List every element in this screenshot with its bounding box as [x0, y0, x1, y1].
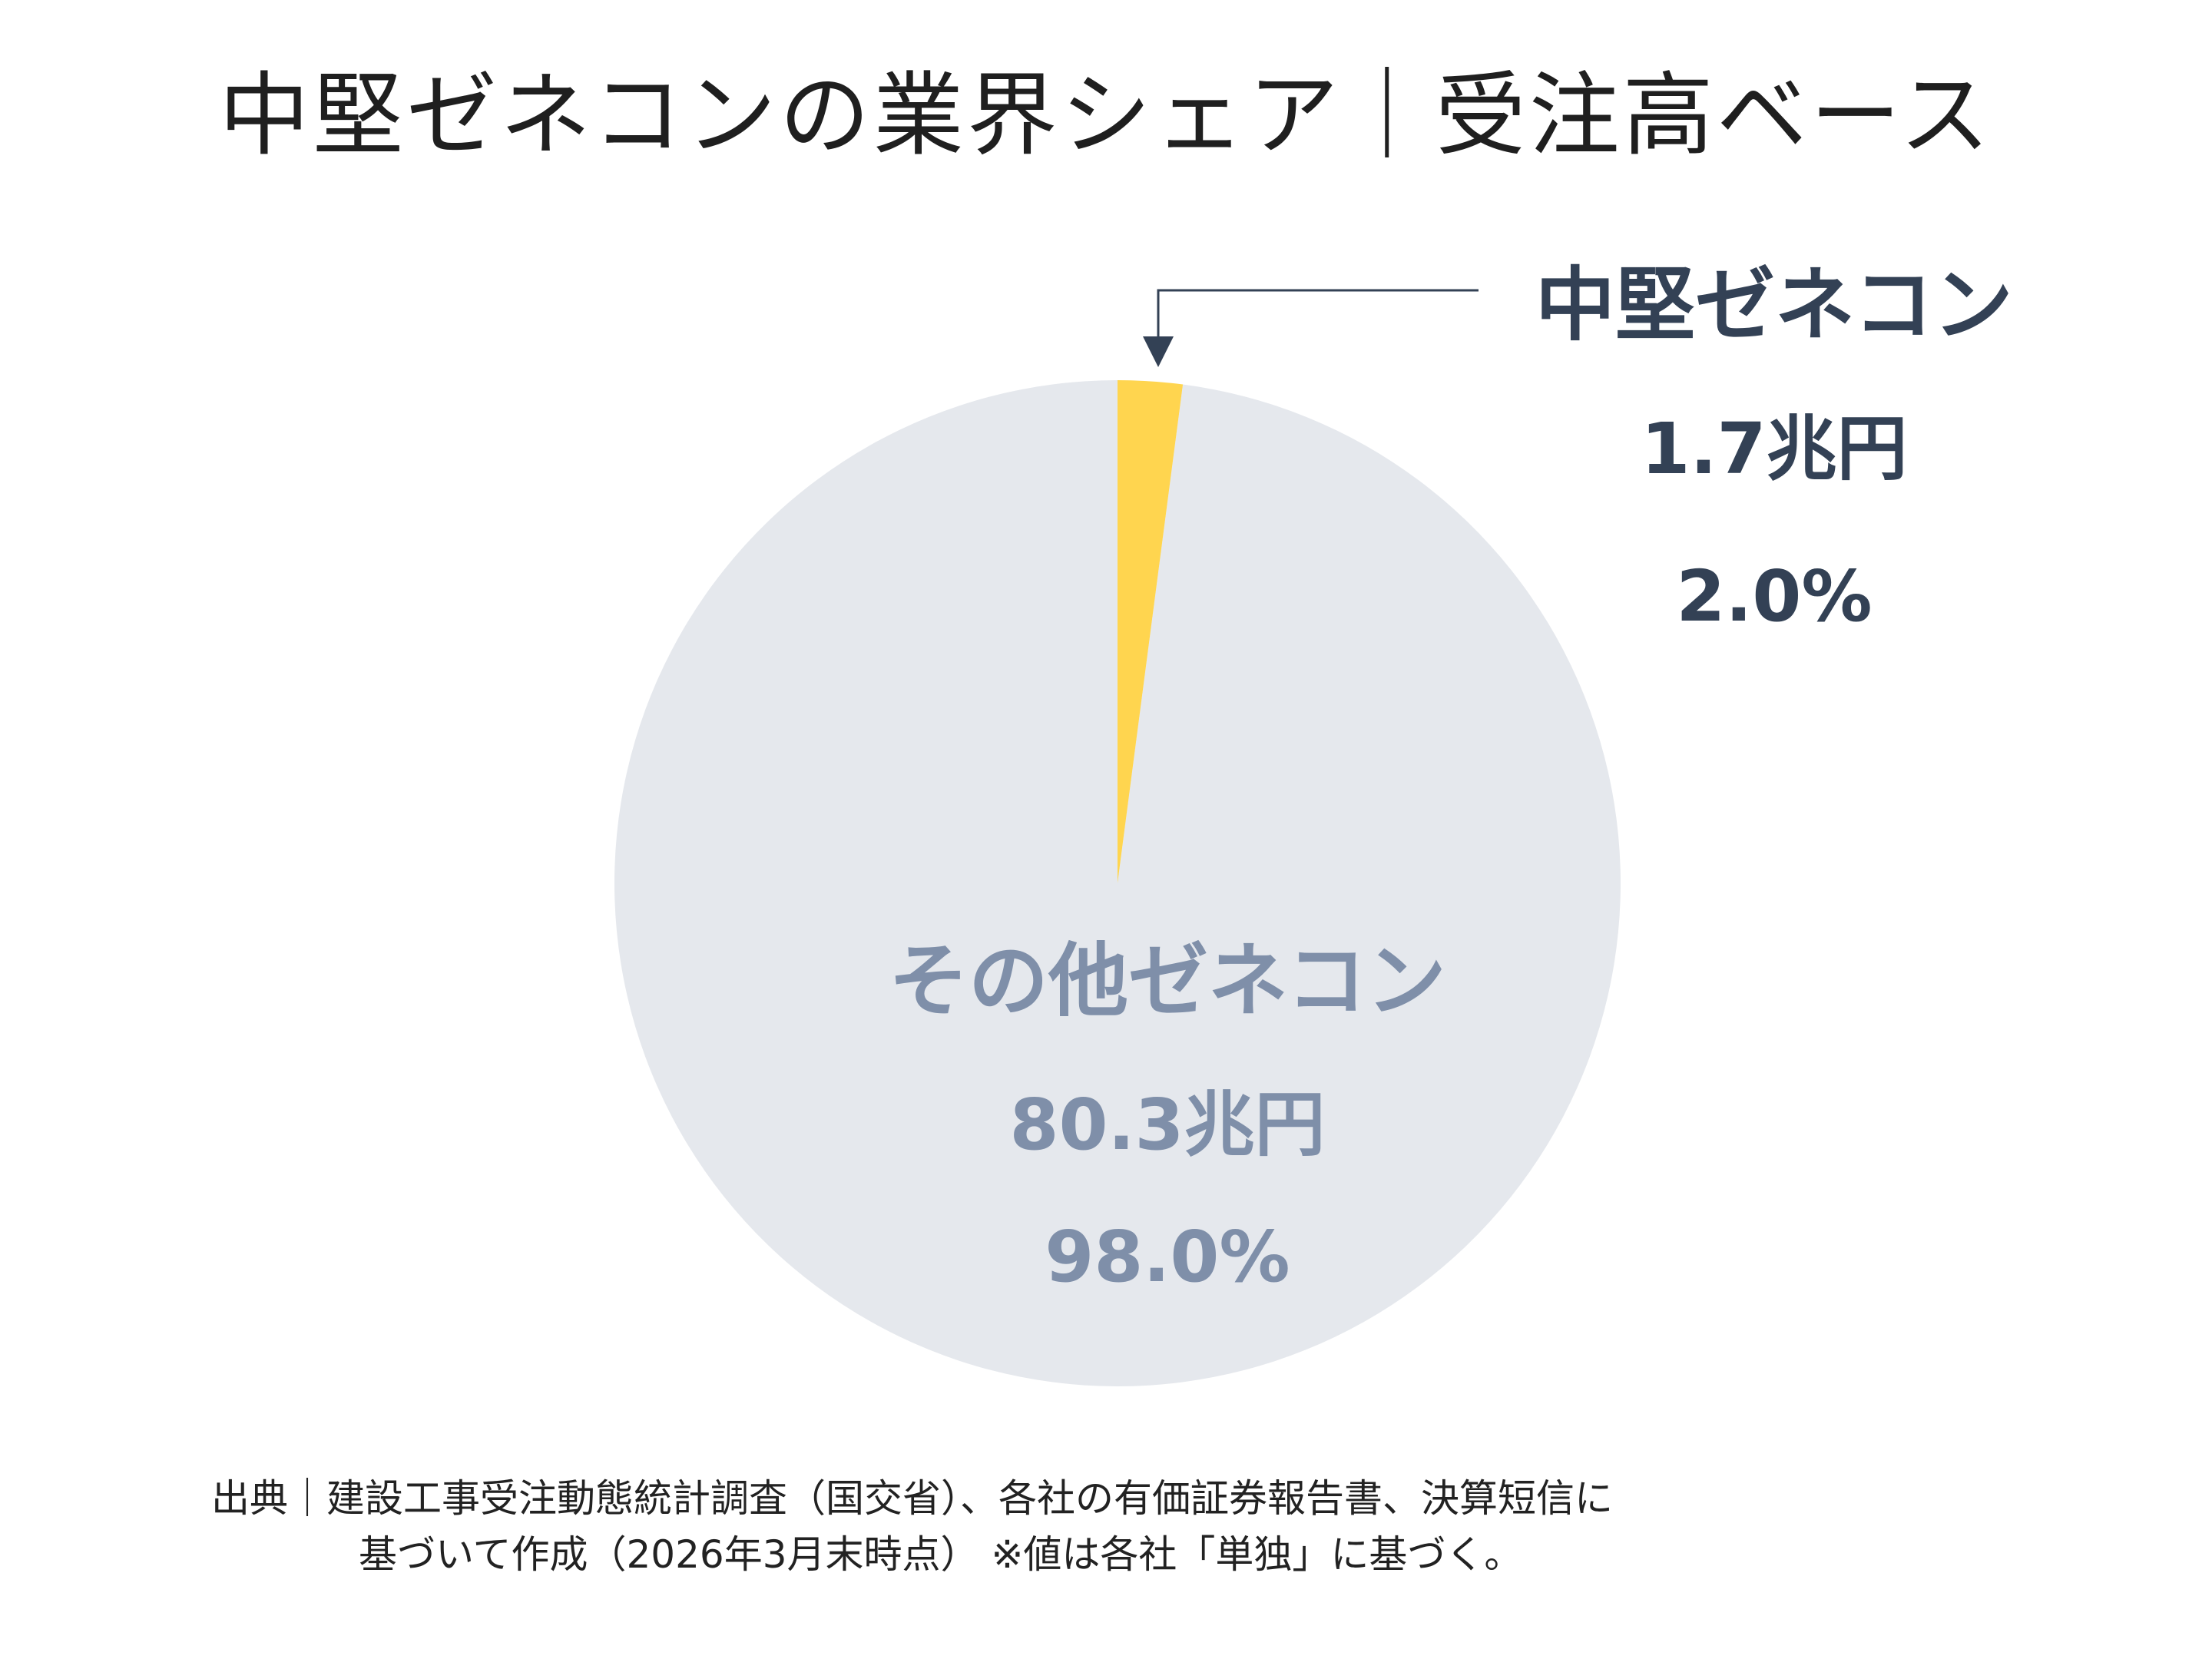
source-line-2: 基づいて作成（2026年3月末時点） ※値は各社「単独」に基づく。 [359, 1532, 1523, 1577]
slice-percent-mid-tier: 2.0% [1676, 555, 1873, 637]
slice-name-others: その他ゼネコン [889, 934, 1446, 1028]
slice-name-mid-tier: 中堅ゼネコン [1535, 258, 2013, 352]
slice-percent-others: 98.0% [1045, 1216, 1290, 1298]
slice-label-others: その他ゼネコン 80.3兆円 98.0% [799, 941, 1536, 1293]
slice-label-mid-tier: 中堅ゼネコン 1.7兆円 2.0% [1505, 265, 2043, 632]
leader-arrow-head [1143, 336, 1174, 367]
leader-line-path [1157, 289, 1479, 347]
slice-mid-tier [1118, 380, 1184, 883]
chart-title: 中堅ゼネコンの業界シェア｜受注高ベース [219, 62, 1993, 168]
leader-line [1143, 289, 1479, 367]
source-note: 出典｜建設工事受注動態統計調査（国交省）、各社の有価証券報告書、決算短信に 基づ… [211, 1471, 2055, 1582]
slice-others [614, 380, 1621, 1386]
source-line-1: 出典｜建設工事受注動態統計調査（国交省）、各社の有価証券報告書、決算短信に [211, 1476, 1613, 1521]
slice-value-mid-tier: 1.7兆円 [1641, 408, 1908, 490]
slice-value-others: 80.3兆円 [1009, 1084, 1326, 1166]
pie-slices [614, 380, 1621, 1386]
